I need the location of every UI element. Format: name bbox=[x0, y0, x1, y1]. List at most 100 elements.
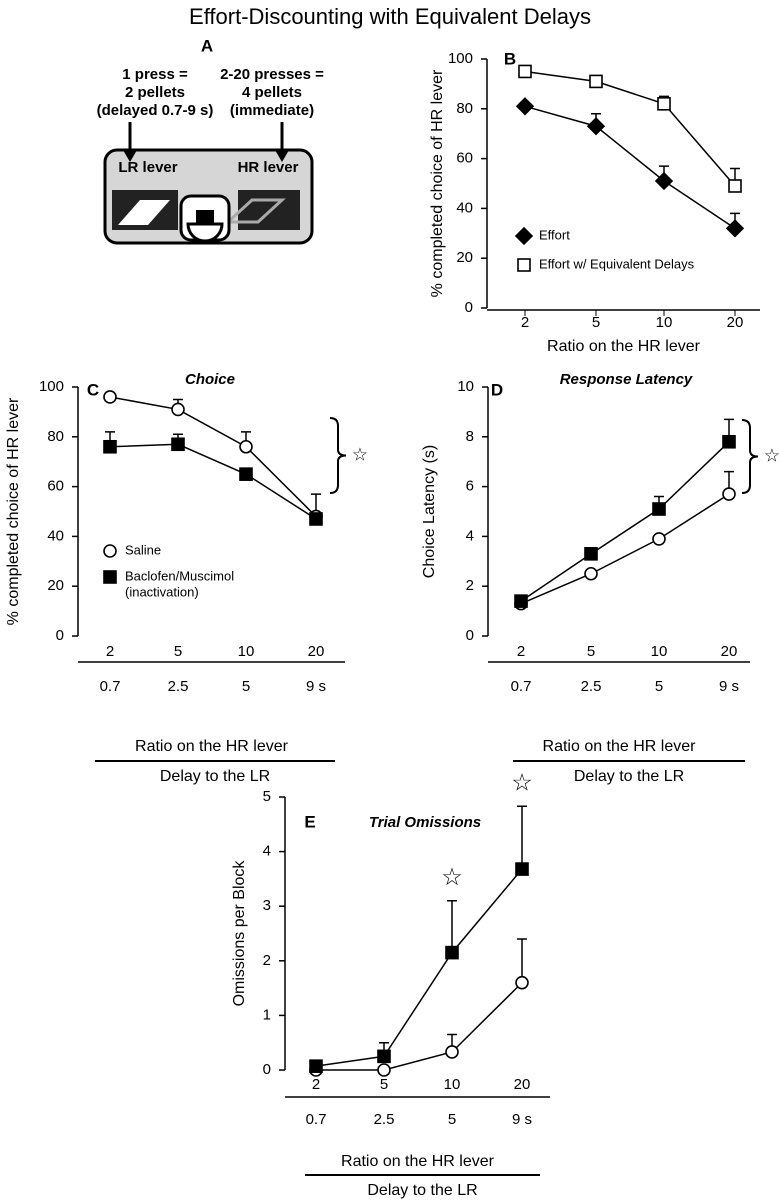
y-tick-label: 3 bbox=[263, 897, 271, 914]
point bbox=[725, 219, 745, 238]
x-tick-label: 2 bbox=[106, 643, 114, 660]
x-tick-label: 5 bbox=[592, 314, 600, 331]
panel-label: E bbox=[304, 812, 315, 831]
point bbox=[586, 117, 606, 136]
point bbox=[103, 439, 117, 454]
x-tick-label-2: 9 s bbox=[512, 1111, 532, 1128]
legend-label: Effort bbox=[539, 227, 570, 242]
y-tick-label: 40 bbox=[456, 199, 473, 216]
x-axis-label: Ratio on the HR lever bbox=[135, 738, 289, 755]
series-line bbox=[109, 396, 317, 518]
x-tick-label: 10 bbox=[444, 1076, 461, 1093]
bracket bbox=[329, 417, 347, 494]
y-tick-label: 0 bbox=[56, 627, 64, 644]
x-axis-label-2: Delay to the LR bbox=[574, 768, 684, 785]
x-tick-label: 10 bbox=[656, 314, 673, 331]
point bbox=[514, 226, 534, 246]
point bbox=[377, 1063, 391, 1077]
x-tick-label: 20 bbox=[514, 1076, 531, 1093]
y-axis-label: Choice Latency (s) bbox=[421, 445, 438, 578]
significance-star: ☆ bbox=[511, 770, 533, 797]
operant-box bbox=[103, 122, 314, 245]
point bbox=[171, 402, 185, 417]
y-tick-label: 4 bbox=[263, 843, 271, 860]
series-line bbox=[109, 443, 317, 520]
series-line bbox=[524, 105, 736, 229]
point bbox=[515, 97, 535, 116]
y-tick-label: 20 bbox=[47, 577, 64, 594]
x-tick-label: 5 bbox=[380, 1076, 388, 1093]
legend-label: Baclofen/Muscimol bbox=[125, 568, 234, 583]
y-axis-label: % completed choice of HR lever bbox=[5, 397, 22, 625]
point bbox=[584, 547, 598, 561]
y-tick-label: 2 bbox=[263, 952, 271, 969]
x-tick-label: 2 bbox=[521, 314, 529, 331]
x-tick-label: 2 bbox=[312, 1076, 320, 1093]
y-tick-label: 40 bbox=[47, 527, 64, 544]
y-tick-label: 4 bbox=[466, 527, 474, 544]
y-tick-label: 6 bbox=[466, 478, 474, 495]
point bbox=[657, 97, 671, 111]
series-line bbox=[316, 982, 523, 1071]
x-tick-label: 5 bbox=[174, 643, 182, 660]
point bbox=[515, 862, 529, 876]
y-tick-label: 5 bbox=[263, 788, 271, 805]
x-tick-label-2: 0.7 bbox=[100, 678, 121, 695]
y-tick-label: 60 bbox=[456, 150, 473, 167]
y-tick-label: 100 bbox=[448, 50, 473, 67]
series-line bbox=[524, 70, 736, 187]
lever-label: LR lever bbox=[118, 159, 177, 176]
x-tick-label: 20 bbox=[308, 643, 325, 660]
point bbox=[309, 1059, 323, 1073]
point bbox=[722, 487, 736, 501]
point bbox=[584, 566, 598, 581]
legend-label: Effort w/ Equivalent Delays bbox=[539, 256, 695, 271]
diagram-text: 4 pellets bbox=[242, 84, 302, 101]
diagram-text: 2-20 presses = bbox=[220, 66, 324, 83]
point bbox=[103, 390, 117, 404]
y-tick-label: 1 bbox=[263, 1006, 271, 1023]
error-bar bbox=[517, 938, 527, 983]
panel-label: C bbox=[87, 380, 99, 399]
point bbox=[103, 544, 117, 558]
point bbox=[445, 945, 459, 960]
x-tick-label: 10 bbox=[238, 643, 255, 660]
x-tick-label-2: 2.5 bbox=[581, 678, 602, 695]
series-line bbox=[520, 493, 730, 605]
point bbox=[171, 437, 185, 452]
error-bar bbox=[447, 899, 457, 953]
point bbox=[517, 258, 531, 272]
point bbox=[239, 439, 253, 454]
series-line bbox=[520, 441, 730, 602]
x-axis-label-2: Delay to the LR bbox=[367, 1182, 477, 1199]
significance-star: ☆ bbox=[441, 864, 463, 891]
panel-label: A bbox=[201, 36, 213, 55]
point bbox=[652, 502, 666, 516]
x-tick-label: 10 bbox=[651, 643, 668, 660]
point bbox=[514, 594, 528, 608]
point bbox=[239, 467, 253, 481]
point bbox=[309, 512, 323, 526]
y-tick-label: 0 bbox=[465, 299, 473, 316]
diagram-text: 2 pellets bbox=[125, 84, 185, 101]
diagram-text: (immediate) bbox=[230, 102, 314, 119]
panel-label: D bbox=[491, 380, 503, 399]
x-tick-label: 20 bbox=[727, 314, 744, 331]
x-tick-label: 20 bbox=[721, 643, 738, 660]
point bbox=[589, 74, 603, 89]
point bbox=[652, 532, 666, 546]
significance-star: ☆ bbox=[352, 444, 368, 464]
x-axis-label: Ratio on the HR lever bbox=[341, 1153, 495, 1170]
diagram-text: (delayed 0.7-9 s) bbox=[97, 102, 214, 119]
panel-title: Trial Omissions bbox=[369, 814, 481, 831]
y-tick-label: 8 bbox=[466, 428, 474, 445]
point bbox=[728, 179, 742, 193]
figure-title: Effort-Discounting with Equivalent Delay… bbox=[189, 4, 591, 29]
point bbox=[445, 1045, 459, 1059]
x-tick-label-2: 5 bbox=[242, 678, 250, 695]
diagram-text: 1 press = bbox=[122, 66, 188, 83]
series-line bbox=[315, 868, 523, 1067]
lever-label: HR lever bbox=[238, 159, 299, 176]
